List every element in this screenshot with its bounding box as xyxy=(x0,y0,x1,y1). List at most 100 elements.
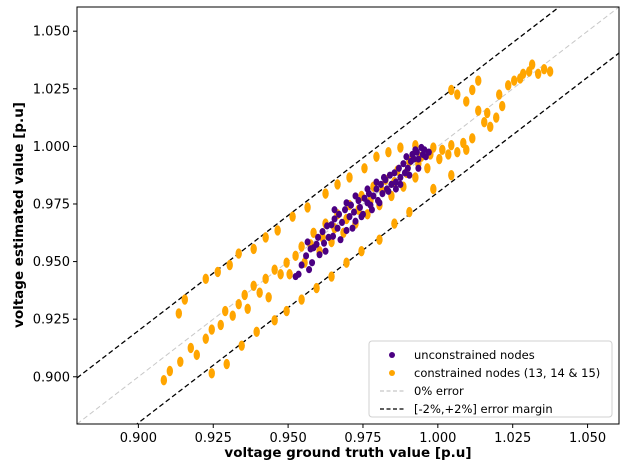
unconstrained-point-16 xyxy=(342,206,349,214)
constrained-point-50 xyxy=(412,172,419,183)
unconstrained-point-7 xyxy=(319,228,326,236)
constrained-point-118 xyxy=(430,183,437,195)
x-tick-label-5: 1.025 xyxy=(494,431,531,446)
unconstrained-point-13 xyxy=(334,224,341,232)
constrained-point-72 xyxy=(510,75,518,86)
unconstrained-point-40 xyxy=(395,164,402,172)
constrained-point-82 xyxy=(463,96,470,107)
unconstrained-point-6 xyxy=(316,251,323,259)
unconstrained-point-56 xyxy=(425,148,432,156)
unconstrained-point-75 xyxy=(292,272,299,281)
constrained-point-85 xyxy=(175,308,183,319)
constrained-point-107 xyxy=(253,326,260,338)
constrained-point-8 xyxy=(222,305,229,317)
y-tick-label-1: 0.925 xyxy=(33,313,70,328)
constrained-point-90 xyxy=(214,266,221,278)
x-tick-label-4: 1.000 xyxy=(419,431,456,446)
unconstrained-point-12 xyxy=(331,215,338,223)
unconstrained-point-60 xyxy=(349,224,356,232)
constrained-point-105 xyxy=(223,358,230,370)
data-points xyxy=(160,59,554,386)
constrained-point-94 xyxy=(289,211,296,222)
unconstrained-point-63 xyxy=(376,199,383,207)
constrained-point-69 xyxy=(496,89,503,100)
unconstrained-point-57 xyxy=(306,266,313,274)
unconstrained-point-41 xyxy=(397,173,404,182)
constrained-point-21 xyxy=(292,250,299,262)
constrained-point-0 xyxy=(160,375,168,386)
constrained-point-106 xyxy=(238,340,245,351)
legend-label-unconstrained: unconstrained nodes xyxy=(414,348,535,362)
constrained-point-7 xyxy=(217,319,224,331)
unconstrained-point-44 xyxy=(403,153,410,161)
constrained-point-110 xyxy=(298,294,305,305)
constrained-point-71 xyxy=(505,80,512,91)
constrained-point-16 xyxy=(265,292,272,303)
legend-marker-unconstrained xyxy=(389,352,395,358)
plot-frame xyxy=(76,6,620,425)
unconstrained-point-59 xyxy=(337,236,344,244)
unconstrained-point-71 xyxy=(331,206,338,214)
constrained-point-95 xyxy=(304,202,311,213)
unconstrained-point-50 xyxy=(413,148,420,156)
constrained-point-111 xyxy=(313,282,320,294)
constrained-point-67 xyxy=(487,121,494,133)
constrained-point-68 xyxy=(493,112,500,123)
constrained-point-14 xyxy=(256,287,263,298)
constrained-point-96 xyxy=(322,188,329,199)
x-tick-label-0: 0.900 xyxy=(120,431,157,446)
constrained-point-79 xyxy=(546,66,554,77)
constrained-point-98 xyxy=(346,172,353,183)
constrained-point-101 xyxy=(385,146,392,158)
constrained-point-12 xyxy=(244,303,251,315)
constrained-point-55 xyxy=(430,142,437,153)
constrained-point-78 xyxy=(540,64,548,75)
legend-item-unconstrained: unconstrained nodes xyxy=(389,348,535,362)
unconstrained-point-39 xyxy=(392,178,399,186)
constrained-point-63 xyxy=(469,133,476,144)
constrained-point-20 xyxy=(286,269,293,280)
x-tick-label-3: 0.975 xyxy=(344,431,381,446)
constrained-point-13 xyxy=(250,280,257,291)
error-margin-line-0 xyxy=(77,7,561,379)
constrained-point-83 xyxy=(469,84,476,96)
y-tick-label-6: 1.050 xyxy=(33,25,70,40)
constrained-point-59 xyxy=(448,140,455,151)
unconstrained-point-18 xyxy=(346,213,353,221)
unconstrained-point-74 xyxy=(309,259,316,267)
unconstrained-point-42 xyxy=(400,160,407,168)
unconstrained-point-38 xyxy=(391,169,398,177)
unconstrained-point-5 xyxy=(315,233,322,241)
y-tick-label-3: 0.975 xyxy=(33,197,70,212)
constrained-point-81 xyxy=(454,89,461,100)
x-axis-ticks: 0.900 0.925 0.950 0.975 1.000 1.025 1.050 xyxy=(120,424,606,446)
constrained-point-97 xyxy=(334,179,341,190)
constrained-point-92 xyxy=(262,232,269,243)
x-axis-label: voltage ground truth value [p.u] xyxy=(224,445,471,461)
constrained-point-109 xyxy=(283,305,290,317)
constrained-point-11 xyxy=(241,289,248,301)
constrained-point-117 xyxy=(406,206,413,218)
constrained-point-15 xyxy=(262,273,269,285)
unconstrained-point-73 xyxy=(313,240,320,248)
constrained-point-80 xyxy=(448,84,455,96)
unconstrained-point-32 xyxy=(377,180,384,188)
unconstrained-point-2 xyxy=(303,252,310,260)
legend-marker-constrained xyxy=(389,370,395,376)
unconstrained-point-33 xyxy=(379,190,386,198)
unconstrained-point-8 xyxy=(321,239,328,247)
constrained-point-38 xyxy=(364,209,371,220)
unconstrained-point-79 xyxy=(415,164,422,172)
unconstrained-point-11 xyxy=(330,232,337,240)
constrained-point-100 xyxy=(373,151,380,162)
constrained-point-1 xyxy=(166,365,174,377)
y-tick-label-0: 0.900 xyxy=(33,370,70,385)
unconstrained-point-14 xyxy=(336,210,343,218)
constrained-point-66 xyxy=(484,107,491,119)
y-tick-label-2: 0.950 xyxy=(33,255,70,270)
unconstrained-point-15 xyxy=(339,218,346,227)
unconstrained-point-77 xyxy=(397,180,404,188)
legend-item-constrained: constrained nodes (13, 14 & 15) xyxy=(389,366,600,380)
constrained-point-119 xyxy=(448,169,455,181)
unconstrained-point-54 xyxy=(421,146,428,154)
